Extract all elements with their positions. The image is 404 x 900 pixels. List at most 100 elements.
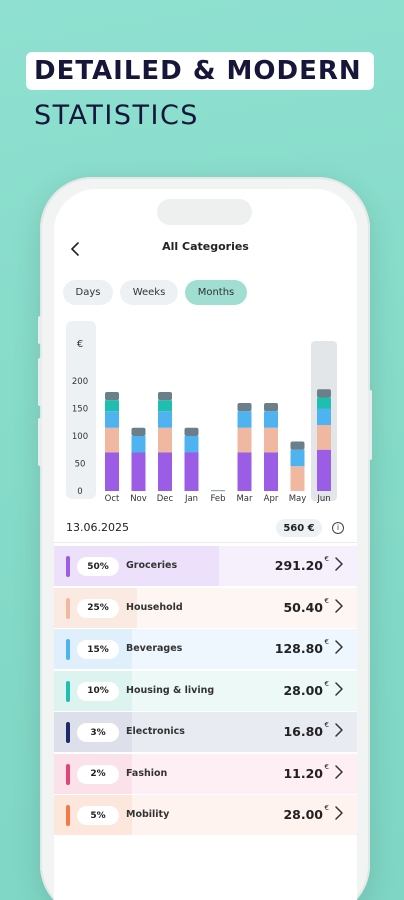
category-percent: 3% <box>77 723 119 742</box>
bar-segment <box>158 392 172 401</box>
headline-primary: DETAILED & MODERN <box>26 52 374 90</box>
total-amount-badge: 560 € <box>276 519 322 537</box>
currency-symbol: € <box>324 596 329 605</box>
category-color-stripe <box>66 722 70 743</box>
category-amount: 16.80 <box>283 724 323 739</box>
bar-segment <box>237 452 252 491</box>
x-tick-label: Mar <box>236 494 253 504</box>
category-percent: 2% <box>77 764 119 784</box>
bar-segment <box>184 427 199 436</box>
category-name: Fashion <box>126 767 168 779</box>
category-amount: 291.20 <box>274 558 323 573</box>
currency-symbol: € <box>324 762 329 771</box>
category-row[interactable]: 5% Mobility 28.00 € <box>54 795 357 835</box>
bar-segment <box>237 403 252 412</box>
x-tick-label: Jun <box>316 494 330 504</box>
currency-symbol: € <box>324 721 329 729</box>
chevron-right-icon[interactable] <box>333 598 345 618</box>
bar-segment <box>184 436 199 453</box>
bar-segment <box>290 449 305 467</box>
bar-segment <box>237 427 252 453</box>
bar-segment <box>317 397 331 409</box>
phone-side-button <box>38 358 42 406</box>
category-name: Beverages <box>126 643 183 654</box>
y-tick-label: 100 <box>72 432 88 442</box>
phone-side-button <box>368 390 372 460</box>
bar-segment <box>317 425 331 450</box>
category-color-stripe <box>66 763 70 785</box>
bar-segment <box>131 436 146 453</box>
x-tick-label: Oct <box>105 494 120 504</box>
bar-segment <box>264 411 278 428</box>
chevron-left-icon[interactable] <box>66 239 86 259</box>
x-tick-label: Feb <box>210 494 225 504</box>
x-tick-label: Apr <box>264 494 279 504</box>
bar-segment <box>184 452 199 491</box>
x-tick-label: Jan <box>184 494 198 504</box>
y-axis-panel <box>66 321 96 499</box>
bar-segment <box>290 441 305 450</box>
chevron-right-icon[interactable] <box>333 805 345 825</box>
category-percent: 50% <box>77 557 119 576</box>
category-name: Mobility <box>126 809 170 820</box>
bar-segment <box>290 466 305 491</box>
bar-segment <box>158 452 172 491</box>
category-color-stripe <box>66 805 70 826</box>
category-row[interactable]: 15% Beverages 128.80 € <box>54 629 357 669</box>
bar-segment <box>317 449 331 491</box>
category-name: Housing & living <box>126 684 215 696</box>
tab-days[interactable]: Days <box>63 280 113 305</box>
tab-weeks[interactable]: Weeks <box>120 280 178 305</box>
bar-segment <box>211 490 225 492</box>
chevron-right-icon[interactable] <box>333 556 345 576</box>
y-tick-label: 0 <box>77 487 82 497</box>
category-name: Electronics <box>126 726 185 737</box>
category-color-stripe <box>66 680 70 702</box>
phone-side-button <box>38 418 42 466</box>
category-row[interactable]: 10% Housing & living 28.00 € <box>54 670 357 711</box>
category-row[interactable]: 3% Electronics 16.80 € <box>54 712 357 752</box>
chevron-right-icon[interactable] <box>333 722 345 742</box>
bar-segment <box>105 411 119 428</box>
chevron-right-icon[interactable] <box>333 681 345 701</box>
category-amount: 28.00 <box>283 682 323 698</box>
selected-date: 13.06.2025 <box>66 521 129 534</box>
bar-segment <box>264 427 278 453</box>
bar-segment <box>158 427 172 453</box>
y-tick-label: 150 <box>72 405 88 415</box>
currency-symbol: € <box>324 679 329 688</box>
page-title: All Categories <box>162 240 249 253</box>
category-amount: 128.80 <box>274 641 323 656</box>
category-amount: 11.20 <box>283 765 323 781</box>
category-row[interactable]: 25% Household 50.40 € <box>54 587 357 628</box>
headline-secondary: STATISTICS <box>34 100 199 131</box>
info-icon[interactable]: i <box>332 522 344 534</box>
currency-symbol: € <box>324 555 329 563</box>
category-row[interactable]: 2% Fashion 11.20 € <box>54 753 357 794</box>
category-name: Household <box>126 601 183 613</box>
chevron-right-icon[interactable] <box>333 639 345 659</box>
category-row[interactable]: 50% Groceries 291.20 € <box>54 546 357 586</box>
phone-side-button <box>38 316 42 344</box>
bar-segment <box>105 452 119 491</box>
category-percent: 10% <box>77 681 119 701</box>
category-percent: 5% <box>77 806 119 825</box>
bar-segment <box>158 411 172 428</box>
y-axis-unit-label: € <box>77 339 83 350</box>
category-percent: 25% <box>77 598 119 618</box>
bar-segment <box>105 400 119 412</box>
tab-label: Months <box>197 287 235 298</box>
currency-symbol: € <box>324 804 329 812</box>
tab-label: Days <box>75 287 101 298</box>
tab-months[interactable]: Months <box>185 280 247 305</box>
bar-segment <box>317 408 331 425</box>
x-tick-label: Nov <box>130 494 147 504</box>
bar-segment <box>105 427 119 453</box>
y-tick-label: 50 <box>75 460 86 470</box>
bar-segment <box>105 392 119 401</box>
bar-segment <box>237 411 252 428</box>
currency-symbol: € <box>324 638 329 646</box>
category-color-stripe <box>66 556 70 577</box>
chevron-right-icon[interactable] <box>333 764 345 784</box>
bar-segment <box>264 403 278 412</box>
